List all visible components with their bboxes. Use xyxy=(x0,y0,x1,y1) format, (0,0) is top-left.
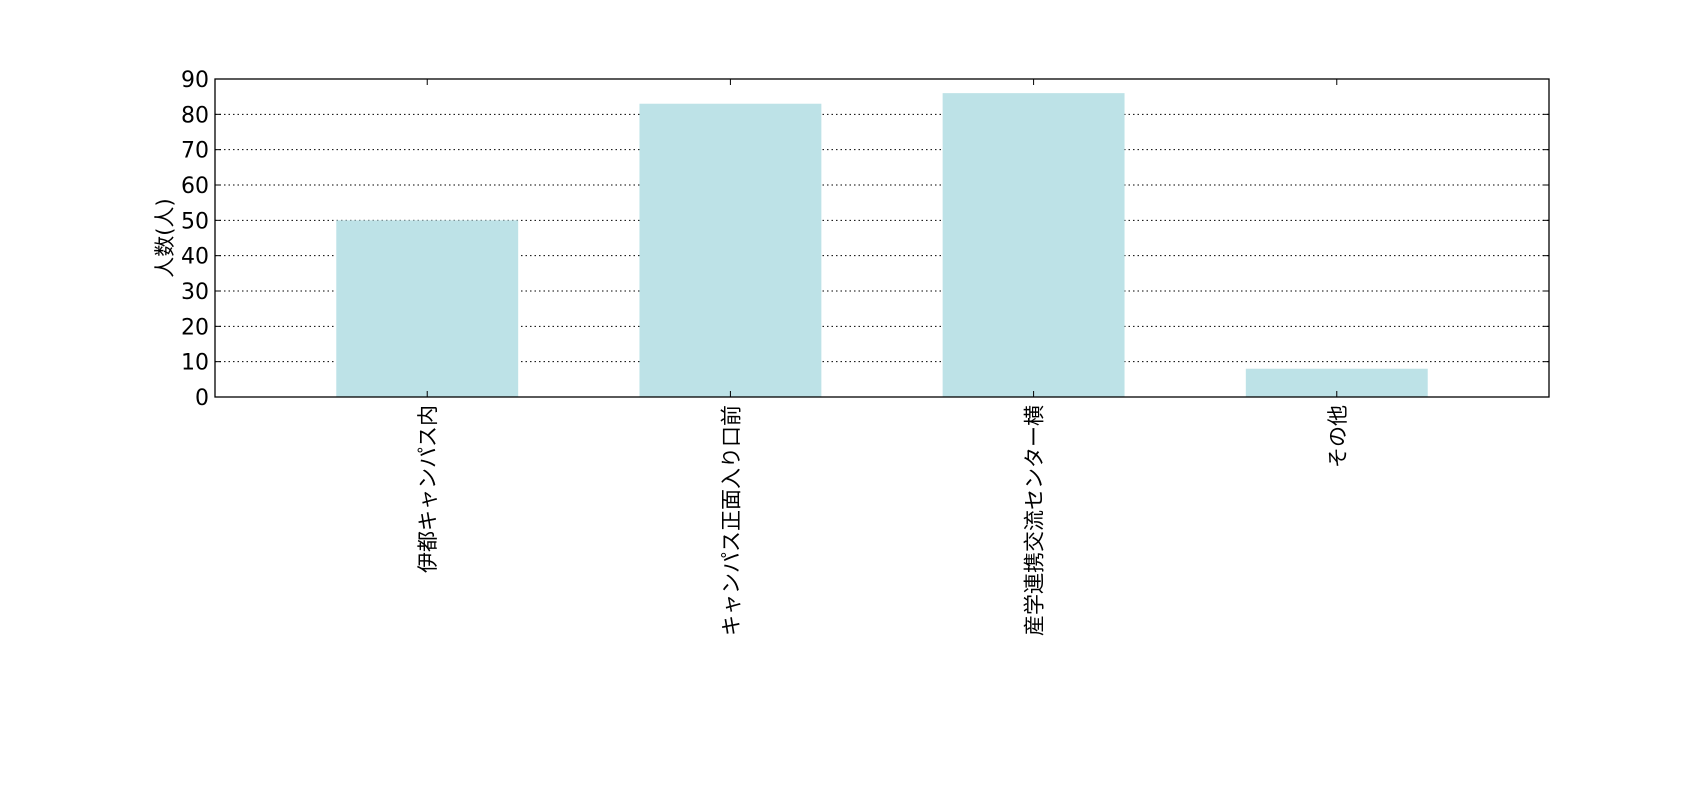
y-tick-label: 80 xyxy=(181,103,209,128)
x-category-label: キャンパス正面入り口前 xyxy=(719,405,743,636)
y-tick-label: 90 xyxy=(181,68,209,93)
x-category-label: その他 xyxy=(1326,405,1350,468)
y-tick-label: 40 xyxy=(181,245,209,270)
x-category-label: 伊都キャンパス内 xyxy=(416,405,440,573)
y-axis-ticks: 0 10 20 30 40 50 60 70 80 90 xyxy=(181,68,1549,411)
y-tick-label: 10 xyxy=(181,351,209,376)
y-tick-label: 60 xyxy=(181,174,209,199)
bar xyxy=(942,93,1125,397)
bars xyxy=(336,93,1428,397)
x-category-label: 産学連携交流センター横 xyxy=(1023,405,1047,636)
bar xyxy=(336,220,519,397)
bar xyxy=(639,103,822,397)
plot-frame xyxy=(214,78,1550,398)
grid-lines xyxy=(215,113,1549,363)
y-tick-label: 30 xyxy=(181,280,209,305)
y-tick-label: 20 xyxy=(181,315,209,340)
y-tick-label: 70 xyxy=(181,139,209,164)
y-tick-label: 50 xyxy=(181,209,209,234)
x-axis-category-labels: 伊都キャンパス内 キャンパス正面入り口前 産学連携交流センター横 その他 xyxy=(416,79,1350,636)
y-tick-label: 0 xyxy=(195,386,209,411)
y-axis-label: 人数(人) xyxy=(153,198,177,277)
